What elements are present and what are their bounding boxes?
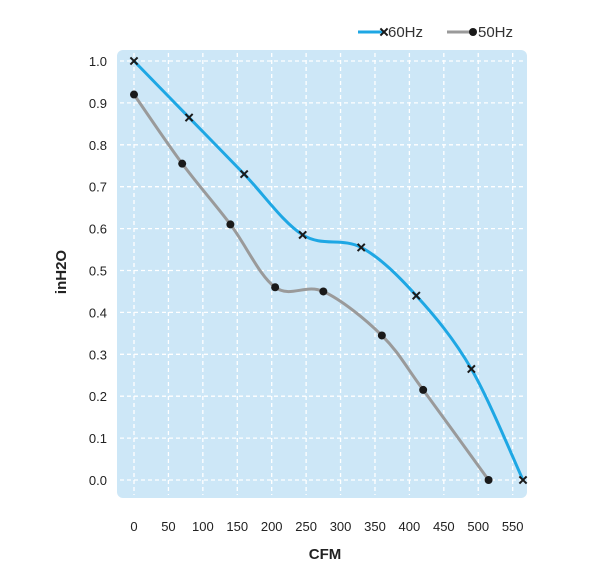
legend-label-60hz: 60Hz [388,24,423,41]
y-tick-label: 0.9 [89,96,107,111]
series-markers [129,56,528,485]
series-50hz-dot-marker [130,90,138,99]
y-tick-label: 0.6 [89,222,107,237]
series-60hz-x-marker [356,243,366,252]
series-60hz-x-marker [411,291,421,300]
legend: 60Hz 50Hz [358,24,513,41]
series-50hz-dot-marker [226,220,235,229]
series-60hz-x-marker [518,475,528,485]
series-50hz-dot-marker [271,283,280,292]
y-tick-label: 0.0 [89,473,107,488]
series-50hz-dot-marker [484,476,493,484]
x-tick-label: 0 [130,519,137,534]
legend-label-50hz: 50Hz [478,24,513,41]
series-50hz-dot-marker [178,159,187,168]
series-60hz-x-marker [184,113,194,122]
x-tick-label: 350 [364,519,386,534]
x-tick-label: 400 [399,519,421,534]
y-tick-labels: 0.0 0.1 0.2 0.3 0.4 0.5 0.6 0.7 0.8 0.9 1.0 [89,54,107,488]
x-tick-label: 250 [295,519,317,534]
series-50hz-dot-marker [419,385,428,394]
series-50hz-dot-marker [319,287,328,296]
series-60hz-x-marker [239,169,249,179]
x-tick-labels: 0 50 100 150 200 250 300 350 400 450 500 550 [130,519,523,534]
x-axis-title: CFM [309,546,342,563]
y-tick-label: 0.8 [89,138,107,153]
gridlines [120,53,524,495]
y-tick-label: 0.7 [89,180,107,195]
y-tick-label: 0.2 [89,389,107,404]
legend-50hz-dot-marker [469,28,477,36]
y-tick-label: 1.0 [89,54,107,69]
y-tick-label: 0.5 [89,264,107,279]
x-tick-label: 50 [161,519,175,534]
y-tick-label: 0.1 [89,431,107,446]
x-tick-label: 200 [261,519,283,534]
y-tick-label: 0.4 [89,305,107,320]
legend-60hz-x-marker [379,27,389,37]
x-tick-label: 300 [330,519,352,534]
series-50hz-dot-marker [377,331,386,340]
plot-background [117,50,527,498]
x-tick-label: 500 [467,519,489,534]
x-tick-label: 100 [192,519,214,534]
y-tick-label: 0.3 [89,347,107,362]
series-60hz-x-marker [298,230,307,240]
series-60hz-x-marker [129,56,139,66]
x-tick-label: 550 [502,519,524,534]
x-tick-label: 150 [226,519,248,534]
x-tick-label: 450 [433,519,455,534]
y-axis-title: inH2O [53,250,70,295]
series-60hz-x-marker [467,364,476,374]
